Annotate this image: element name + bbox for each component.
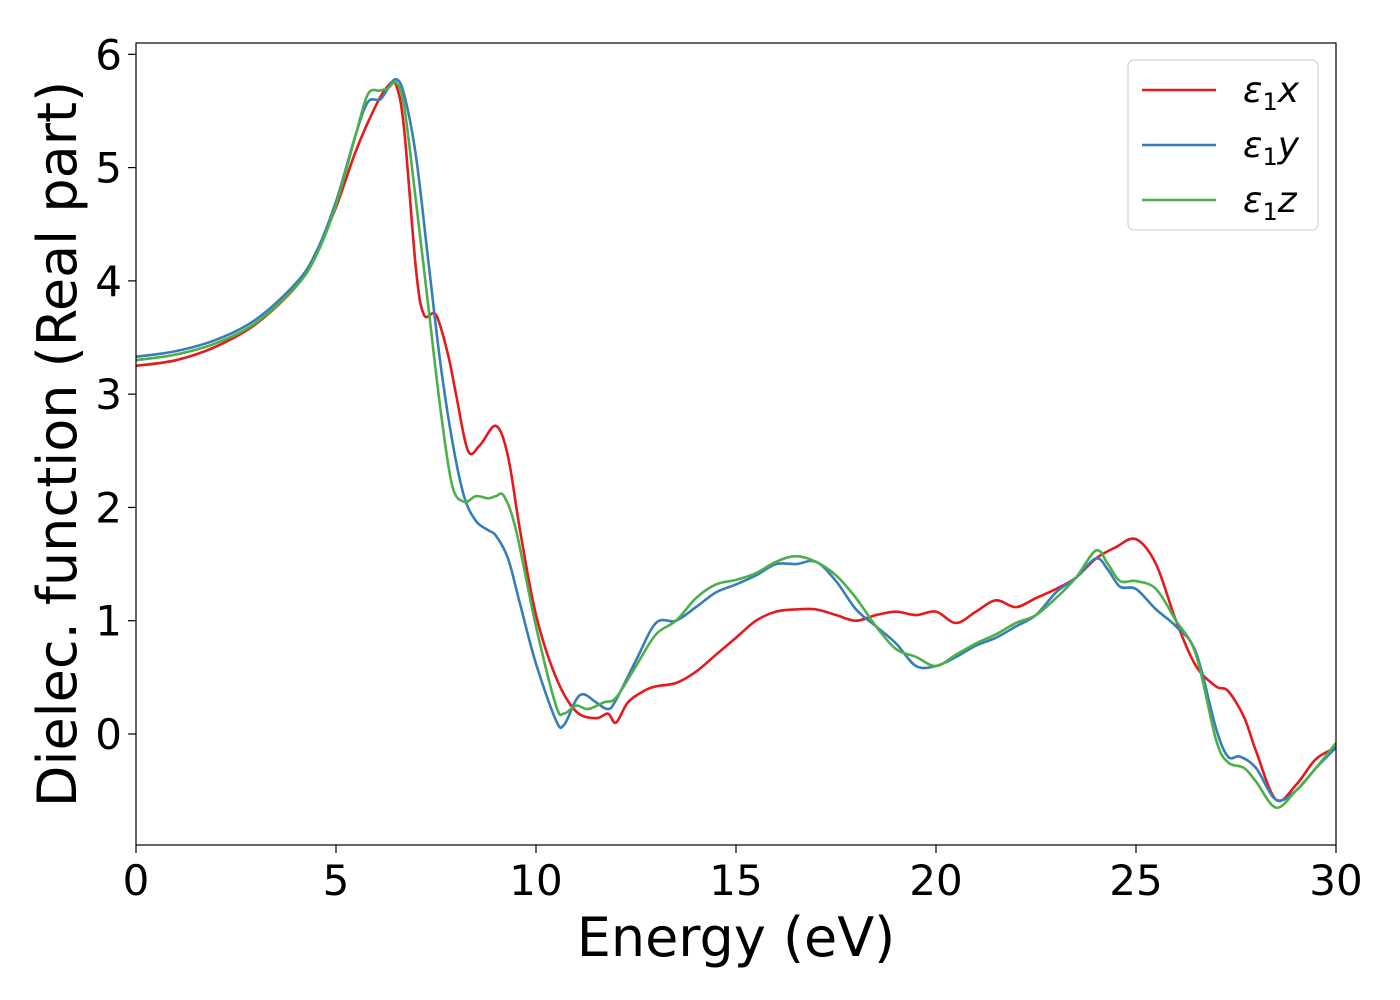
series-layer — [136, 77, 1336, 809]
x-tick-label: 5 — [323, 856, 350, 905]
legend: ε1x ε1y ε1z — [1127, 59, 1319, 231]
x-tick-label: 20 — [909, 856, 962, 905]
y-axis-title: Dielec. function (Real part) — [26, 81, 89, 807]
x-tick-label: 25 — [1109, 856, 1162, 905]
y-tick-label: 2 — [95, 483, 122, 532]
x-tick-label: 30 — [1309, 856, 1362, 905]
y-tick-label: 4 — [95, 257, 122, 306]
y-tick-label: 1 — [95, 597, 122, 646]
x-tick-label: 15 — [709, 856, 762, 905]
legend-label-x: ε1x — [1243, 70, 1300, 116]
y-tick-label: 0 — [95, 710, 122, 759]
series-line-y — [136, 77, 1336, 802]
x-axis-title: Energy (eV) — [577, 906, 896, 969]
series-line-x — [136, 80, 1336, 803]
legend-label-y: ε1y — [1243, 125, 1300, 171]
x-tick-label: 0 — [123, 856, 150, 905]
ticks-layer: 0 5 10 15 20 25 30 0 1 2 3 4 5 6 — [95, 30, 1362, 905]
legend-label-z: ε1z — [1243, 180, 1298, 226]
legend-frame — [1127, 59, 1319, 231]
series-line-z — [136, 80, 1336, 809]
y-tick-label: 3 — [95, 370, 122, 419]
x-tick-label: 10 — [509, 856, 562, 905]
y-tick-label: 5 — [95, 144, 122, 193]
y-tick-label: 6 — [95, 30, 122, 79]
